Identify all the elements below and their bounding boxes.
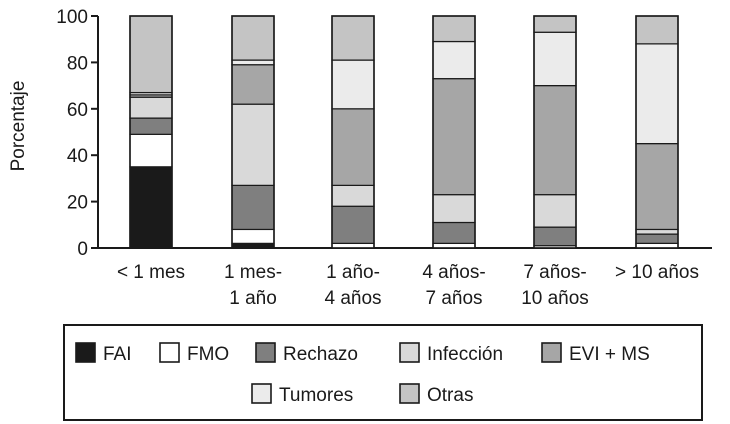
bar-segment-evi-ms (231, 64, 275, 105)
x-tick-label: < 1 mes (117, 262, 185, 283)
bar-segment-tumores (533, 31, 577, 87)
bar-segment-infecci-n (231, 103, 275, 186)
y-tick-label: 100 (56, 7, 88, 28)
bar-segment-rechazo (635, 233, 679, 244)
x-tick-label: 1 mes- (224, 262, 282, 283)
bar-segment-rechazo (129, 117, 173, 135)
bar-segment-rechazo (231, 184, 275, 231)
legend-label: FAI (103, 344, 132, 365)
plot-area: 0 20 40 60 80 100 < 1 mes 1 mes- 1 año 1 año- 4 añ… (56, 7, 712, 309)
bar-segment-otras (231, 15, 275, 61)
legend-label: FMO (187, 344, 229, 365)
y-tick-label: 80 (67, 53, 88, 74)
y-axis-title: Porcentaje (8, 81, 29, 172)
bar-segment-fmo (231, 228, 275, 244)
legend-label: Tumores (279, 385, 353, 406)
bar-segment-evi-ms (432, 78, 476, 196)
x-tick-label: 7 años (425, 288, 482, 309)
legend-swatch-evi-ms (541, 342, 562, 363)
bar-segment-infecci-n (635, 228, 679, 235)
x-tick-label: 1 año (229, 288, 277, 309)
legend-swatch-otras (399, 383, 420, 404)
bar-segment-otras (533, 15, 577, 33)
y-tick-label: 20 (67, 193, 88, 214)
legend-label: Rechazo (283, 344, 358, 365)
bar-segment-otras (129, 15, 173, 94)
legend-label: Otras (427, 385, 473, 406)
bar-segment-evi-ms (533, 84, 577, 196)
x-tick-label: > 10 años (615, 262, 699, 283)
y-tick-label: 40 (67, 146, 88, 167)
bar-segment-rechazo (331, 205, 375, 244)
bar-outline (432, 15, 476, 249)
y-axis-title-group: Porcentaje (8, 81, 29, 172)
bar-segment-rechazo (432, 221, 476, 244)
x-tick-label: 4 años (324, 288, 381, 309)
legend-swatch-rechazo (255, 342, 276, 363)
bar-segment-rechazo (533, 226, 577, 247)
legend-frame (63, 324, 703, 421)
bar-outline (129, 15, 173, 249)
bar-segment-infecci-n (129, 96, 173, 119)
bar-segment-tumores (331, 59, 375, 110)
bar-outline (635, 15, 679, 249)
bar-outline (533, 15, 577, 249)
bar-segment-tumores (635, 43, 679, 145)
x-tick-label: 1 año- (326, 262, 380, 283)
legend-label: EVI + MS (569, 344, 650, 365)
legend-swatch-tumores (251, 383, 272, 404)
bar-segment-infecci-n (432, 194, 476, 224)
x-tick-label: 4 años- (422, 262, 485, 283)
bar-segment-otras (331, 15, 375, 61)
legend-swatch-infecci-n (399, 342, 420, 363)
bar-segment-evi-ms (635, 143, 679, 231)
bar-outline (331, 15, 375, 249)
legend-swatch-fai (75, 342, 96, 363)
legend-label: Infección (427, 344, 503, 365)
legend-swatch-fmo (159, 342, 180, 363)
bar-outline (231, 15, 275, 249)
y-tick-label: 0 (77, 239, 88, 260)
bar-segment-otras (432, 15, 476, 43)
bar-segment-fai (129, 166, 173, 249)
bar-segment-fmo (129, 133, 173, 168)
legend: FAI FMO Rechazo Infección EVI + MS Tumores Otr… (63, 324, 703, 421)
bar-segment-otras (635, 15, 679, 45)
y-tick-label: 60 (67, 100, 88, 121)
bar-segment-tumores (231, 59, 275, 66)
bar-segment-infecci-n (533, 194, 577, 228)
x-tick-label: 7 años- (523, 262, 586, 283)
x-tick-label: 10 años (521, 288, 589, 309)
bar-segment-evi-ms (331, 108, 375, 186)
bar-segment-tumores (432, 40, 476, 80)
bar-segment-infecci-n (331, 184, 375, 207)
